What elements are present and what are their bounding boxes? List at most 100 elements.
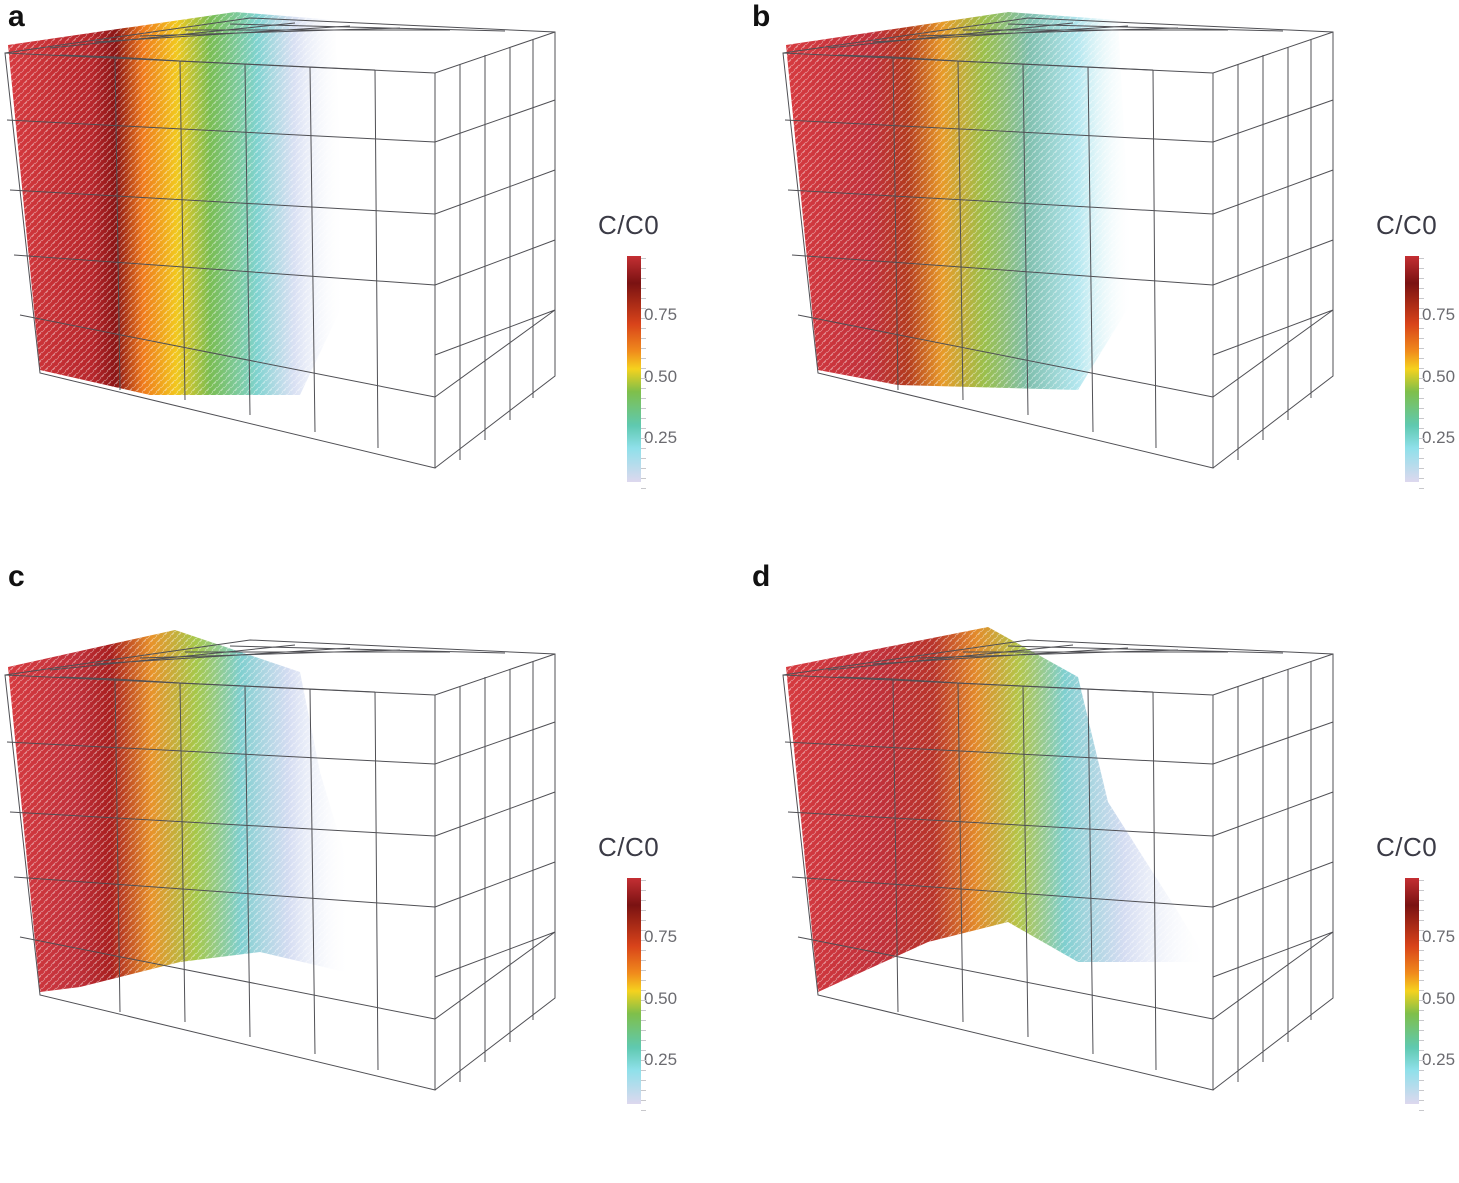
colorbar-minor-tick [641, 930, 646, 931]
colorbar-minor-tick [1419, 258, 1424, 259]
colorbar-minor-tick [1419, 278, 1424, 279]
colorbar-minor-tick [1419, 418, 1424, 419]
colorbar-tick-label: 0.50 [1422, 367, 1456, 386]
colorbar-minor-tick [1419, 338, 1424, 339]
colorbar-minor-tick [641, 1090, 646, 1091]
colorbar-minor-tick [641, 408, 646, 409]
colorbar-minor-tick [1419, 1010, 1424, 1011]
colorbar-minor-tick [1419, 980, 1424, 981]
panel-label: d [752, 560, 771, 593]
colorbar-minor-tick [641, 358, 646, 359]
colorbar-tick-label: 0.50 [644, 367, 678, 386]
colorbar-minor-tick [1419, 368, 1424, 369]
colorbar-minor-tick [1419, 950, 1424, 951]
colorbar-minor-tick [1419, 438, 1424, 439]
colorbar-minor-tick [641, 298, 646, 299]
colorbar-minor-tick [641, 890, 646, 891]
colorbar-minor-tick [1419, 1070, 1424, 1071]
colorbar-minor-tick [641, 478, 646, 479]
colorbar-minor-tick [1419, 398, 1424, 399]
colorbar-minor-tick [641, 880, 646, 881]
colorbar-minor-tick [641, 950, 646, 951]
colorbar-minor-tick [641, 1040, 646, 1041]
colorbar-minor-tick [641, 1100, 646, 1101]
colorbar-minor-tick [641, 980, 646, 981]
colorbar-title: C/C0 [598, 832, 660, 862]
colorbar-minor-tick [1419, 1000, 1424, 1001]
porous-media-3d-view [782, 627, 1334, 1091]
colorbar-minor-tick [1419, 288, 1424, 289]
colorbar-minor-tick [641, 990, 646, 991]
colorbar-minor-tick [641, 920, 646, 921]
colorbar-minor-tick [1419, 268, 1424, 269]
colorbar-tick-label: 0.75 [644, 305, 678, 324]
colorbar [627, 256, 641, 482]
colorbar-minor-tick [1419, 428, 1424, 429]
colorbar-minor-tick [1419, 930, 1424, 931]
colorbar-tick-label: 0.50 [644, 989, 678, 1008]
colorbar-minor-tick [641, 258, 646, 259]
colorbar-minor-tick [641, 468, 646, 469]
colorbar-minor-tick [1419, 1040, 1424, 1041]
colorbar-minor-tick [1419, 298, 1424, 299]
colorbar-minor-tick [1419, 448, 1424, 449]
box-wireframe [782, 639, 1334, 1091]
colorbar-minor-tick [641, 368, 646, 369]
colorbar-minor-tick [641, 1060, 646, 1061]
colorbar-minor-tick [1419, 358, 1424, 359]
colorbar [1405, 256, 1419, 482]
box-wireframe [4, 639, 556, 1091]
colorbar-minor-tick [641, 448, 646, 449]
colorbar-minor-tick [641, 318, 646, 319]
colorbar-minor-tick [641, 1070, 646, 1071]
colorbar-minor-tick [641, 900, 646, 901]
colorbar-minor-tick [641, 268, 646, 269]
panel-label: c [8, 560, 25, 593]
colorbar-minor-tick [1419, 920, 1424, 921]
colorbar-minor-tick [641, 488, 646, 489]
colorbar-minor-tick [1419, 940, 1424, 941]
colorbar-minor-tick [641, 278, 646, 279]
colorbar-minor-tick [1419, 1080, 1424, 1081]
colorbar-minor-tick [1419, 1030, 1424, 1031]
colorbar-minor-tick [1419, 478, 1424, 479]
colorbar-minor-tick [1419, 1050, 1424, 1051]
colorbar-minor-tick [1419, 318, 1424, 319]
colorbar-minor-tick [641, 308, 646, 309]
colorbar-minor-tick [1419, 408, 1424, 409]
colorbar-minor-tick [1419, 900, 1424, 901]
colorbar-minor-tick [641, 398, 646, 399]
panel-label: b [752, 0, 771, 33]
colorbar-title: C/C0 [1376, 210, 1438, 240]
colorbar-minor-tick [1419, 960, 1424, 961]
colorbar-minor-tick [1419, 1090, 1424, 1091]
colorbar-minor-tick [641, 1000, 646, 1001]
colorbar-tick-label: 0.25 [1422, 1050, 1456, 1069]
panel-label: a [8, 0, 25, 33]
colorbar-minor-tick [641, 388, 646, 389]
colorbar-tick-label: 0.25 [644, 428, 678, 447]
colorbar-title: C/C0 [598, 210, 660, 240]
colorbar-minor-tick [641, 1010, 646, 1011]
colorbar-minor-tick [641, 1020, 646, 1021]
colorbar [1405, 878, 1419, 1104]
colorbar-title: C/C0 [1376, 832, 1438, 862]
porous-media-3d-view [4, 12, 556, 469]
colorbar-minor-tick [1419, 458, 1424, 459]
colorbar-tick-label: 0.75 [1422, 305, 1456, 324]
colorbar-minor-tick [1419, 378, 1424, 379]
colorbar-minor-tick [641, 418, 646, 419]
colorbar-minor-tick [641, 960, 646, 961]
colorbar-minor-tick [1419, 990, 1424, 991]
colorbar-minor-tick [641, 1050, 646, 1051]
colorbar-minor-tick [641, 288, 646, 289]
colorbar [627, 878, 641, 1104]
colorbar-minor-tick [641, 1110, 646, 1111]
colorbar-minor-tick [1419, 970, 1424, 971]
colorbar-minor-tick [641, 348, 646, 349]
colorbar-tick-label: 0.25 [1422, 428, 1456, 447]
colorbar-minor-tick [1419, 1100, 1424, 1101]
porous-media-3d-view [4, 630, 556, 1091]
colorbar-minor-tick [641, 970, 646, 971]
colorbar-minor-tick [641, 940, 646, 941]
